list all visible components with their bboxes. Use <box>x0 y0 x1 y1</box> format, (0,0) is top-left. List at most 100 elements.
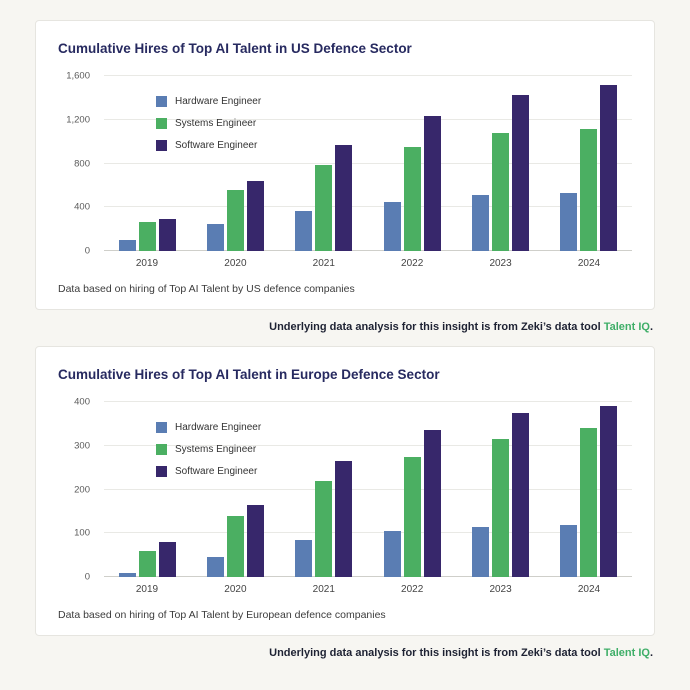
bar-software-engineer <box>246 504 264 577</box>
x-axis: 2019 2020 2021 2022 2023 2024 <box>104 258 632 269</box>
legend-item: Systems Engineer <box>156 118 261 129</box>
chart-area: 0 400 800 1,200 1,600 Hardware Engineer Syste… <box>66 71 632 269</box>
bar-group-2024 <box>560 402 618 577</box>
x-tick-label: 2023 <box>489 258 512 269</box>
bar-group-2019 <box>118 402 176 577</box>
bar-group-2021 <box>295 76 353 251</box>
bar-software-engineer <box>512 412 530 577</box>
bar-hardware-engineer <box>206 557 224 577</box>
bar-group-2022 <box>383 76 441 251</box>
bar-hardware-engineer <box>383 201 401 251</box>
bar-software-engineer <box>335 144 353 251</box>
bar-group-2021 <box>295 402 353 577</box>
bar-systems-engineer <box>226 515 244 577</box>
legend-label: Hardware Engineer <box>175 422 262 433</box>
bar-group-2023 <box>472 402 530 577</box>
talent-iq-link[interactable]: Talent IQ <box>603 647 650 659</box>
footer-text: Underlying data analysis for this insigh… <box>269 321 604 333</box>
chart-caption: Data based on hiring of Top AI Talent by… <box>58 283 355 295</box>
chart-card-us: Cumulative Hires of Top AI Talent in US … <box>35 20 655 310</box>
bar-software-engineer <box>600 406 618 577</box>
legend: Hardware Engineer Systems Engineer Softwar… <box>156 422 261 477</box>
x-tick-label: 2024 <box>577 258 601 269</box>
plot-area: 0 400 800 1,200 1,600 Hardware Engineer Syste… <box>66 71 632 257</box>
bar-systems-engineer <box>138 550 156 577</box>
bar-systems-engineer <box>492 439 510 577</box>
footer-period: . <box>649 647 653 659</box>
bar-hardware-engineer <box>295 539 313 577</box>
bar-systems-engineer <box>138 222 156 251</box>
legend-swatch-icon <box>156 118 167 129</box>
bar-group-2023 <box>472 76 530 251</box>
bar-systems-engineer <box>492 132 510 251</box>
legend-label: Software Engineer <box>175 140 258 151</box>
bar-systems-engineer <box>580 428 598 577</box>
x-tick-label: 2022 <box>401 258 424 269</box>
bar-systems-engineer <box>226 189 244 251</box>
bar-groups <box>104 402 632 577</box>
legend-label: Software Engineer <box>175 466 258 477</box>
y-tick-label: 300 <box>74 440 90 452</box>
bar-hardware-engineer <box>295 210 313 251</box>
bar-software-engineer <box>246 181 264 251</box>
bar-software-engineer <box>335 461 353 577</box>
x-tick-label: 2023 <box>489 584 512 595</box>
x-tick-label: 2020 <box>224 584 247 595</box>
chart-title: Cumulative Hires of Top AI Talent in US … <box>58 41 412 56</box>
bar-group-2020 <box>206 402 264 577</box>
footer-note: Underlying data analysis for this insigh… <box>35 636 655 672</box>
bar-software-engineer <box>423 116 441 251</box>
bar-systems-engineer <box>315 164 333 251</box>
y-tick-label: 200 <box>74 484 90 495</box>
legend-label: Hardware Engineer <box>175 96 262 107</box>
x-tick-label: 2021 <box>312 584 335 595</box>
talent-iq-link[interactable]: Talent IQ <box>603 321 650 333</box>
bar-hardware-engineer <box>206 223 224 251</box>
gridlines <box>104 75 632 251</box>
chart-caption: Data based on hiring of Top AI Talent by… <box>58 609 386 621</box>
y-axis: 0 400 800 1,200 1,600 <box>58 71 98 257</box>
bar-hardware-engineer <box>472 195 490 251</box>
legend-item: Software Engineer <box>156 140 261 151</box>
bar-systems-engineer <box>580 128 598 251</box>
footer-text: Underlying data analysis for this insigh… <box>269 647 604 659</box>
gridline <box>104 162 632 164</box>
y-tick-label: 1,600 <box>66 70 90 82</box>
bar-hardware-engineer <box>560 193 578 251</box>
bar-hardware-engineer <box>118 240 136 251</box>
bar-software-engineer <box>512 94 530 251</box>
legend-item: Software Engineer <box>156 466 261 477</box>
baseline <box>104 576 632 577</box>
x-tick-label: 2024 <box>577 584 601 595</box>
bar-group-2020 <box>206 76 264 251</box>
bar-systems-engineer <box>315 480 333 577</box>
bar-group-2022 <box>383 402 441 577</box>
y-tick-label: 400 <box>74 201 90 213</box>
chart-card-europe: Cumulative Hires of Top AI Talent in Eur… <box>35 346 655 636</box>
footer-note: Underlying data analysis for this insigh… <box>35 310 655 346</box>
bar-group-2019 <box>118 76 176 251</box>
bar-group-2024 <box>560 76 618 251</box>
legend-label: Systems Engineer <box>175 444 257 455</box>
y-tick-label: 100 <box>74 527 90 539</box>
plot-area: 0 100 200 300 400 Hardware Engineer Systems E… <box>74 397 632 583</box>
x-tick-label: 2019 <box>135 584 159 595</box>
gridline <box>104 75 632 76</box>
legend-label: Systems Engineer <box>175 118 257 129</box>
bar-hardware-engineer <box>118 572 136 577</box>
bar-hardware-engineer <box>472 526 490 577</box>
legend-swatch-icon <box>156 422 167 433</box>
x-axis: 2019 2020 2021 2022 2023 2024 <box>104 584 632 595</box>
gridline <box>104 118 632 120</box>
bar-software-engineer <box>600 84 618 251</box>
gridline <box>104 206 632 208</box>
bar-hardware-engineer <box>383 531 401 577</box>
bar-software-engineer <box>423 430 441 577</box>
legend-swatch-icon <box>156 140 167 151</box>
gridline <box>104 401 632 402</box>
chart-area: 0 100 200 300 400 Hardware Engineer Systems E… <box>74 397 632 595</box>
legend-swatch-icon <box>156 96 167 107</box>
bar-software-engineer <box>158 219 176 251</box>
legend-item: Hardware Engineer <box>156 422 261 433</box>
y-tick-label: 800 <box>74 158 90 169</box>
